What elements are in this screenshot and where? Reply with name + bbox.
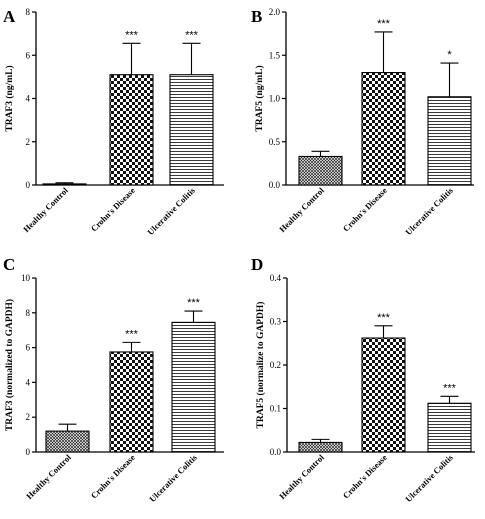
category-label: Healthy Control: [277, 452, 326, 501]
category-label: Crohn's Disease: [89, 185, 137, 233]
y-tick-label: 2: [26, 412, 31, 422]
category-label: Healthy Control: [21, 185, 70, 234]
significance-label: ***: [443, 382, 457, 394]
chart-panel-b: B 0.0 0.5 1.0 1.5 2.0 TRAF5 (ng/mL) Healthy Con…: [251, 7, 474, 237]
bar: [109, 74, 154, 186]
significance-label: ***: [125, 328, 139, 340]
y-tick-label: 0.4: [270, 273, 282, 283]
bar: [298, 441, 343, 453]
chart-panel-c: C 0 2 4 6 8 10 TRAF3 (normalized to GAPDH) Healt…: [3, 255, 224, 504]
y-axis-title: TRAF5 (normalize to GAPDH): [255, 302, 266, 429]
y-tick-label: 0.0: [270, 447, 282, 457]
panel-label: C: [3, 255, 15, 274]
significance-label: *: [447, 49, 452, 61]
y-tick-label: 6: [26, 50, 31, 60]
y-tick-label: 0.0: [269, 180, 281, 190]
panel-label: A: [3, 7, 16, 26]
significance-label: ***: [377, 312, 391, 324]
chart-panel-a: A 0 2 4 6 8 TRAF3 (ng/mL) Healthy Control *** Cro…: [3, 7, 224, 237]
panels: A 0 2 4 6 8 TRAF3 (ng/mL) Healthy Control *** Cro…: [3, 7, 475, 504]
bar: [298, 155, 343, 186]
y-tick-label: 8: [26, 7, 31, 17]
category-label: Ulcerative Colitis: [403, 185, 455, 237]
category-label: Crohn's Disease: [341, 185, 389, 233]
panel-label: B: [251, 7, 262, 26]
y-tick-label: 0.2: [270, 360, 281, 370]
category-label: Ulcerative Colitis: [145, 185, 197, 237]
y-tick-label: 0.3: [270, 317, 282, 327]
bar: [361, 72, 406, 186]
significance-label: ***: [125, 29, 139, 41]
significance-label: ***: [377, 18, 391, 30]
bar: [427, 402, 472, 453]
chart-panel-d: D 0.0 0.1 0.2 0.3 0.4 TRAF5 (normalize to GAPD…: [251, 255, 475, 504]
y-axis-title: TRAF3 (ng/mL): [4, 65, 15, 131]
bar: [45, 430, 90, 453]
bar: [42, 183, 87, 186]
y-tick-label: 2: [26, 137, 31, 147]
category-label: Healthy Control: [277, 185, 326, 234]
bar: [427, 96, 472, 186]
bar: [169, 74, 214, 186]
y-axis-title: TRAF5 (ng/mL): [254, 65, 265, 131]
y-tick-label: 10: [21, 273, 31, 283]
y-tick-label: 8: [26, 308, 31, 318]
y-tick-label: 4: [26, 94, 31, 104]
y-tick-label: 0: [26, 180, 31, 190]
significance-label: ***: [187, 297, 201, 309]
bar: [171, 321, 216, 453]
category-label: Healthy Control: [24, 452, 73, 501]
y-tick-label: 4: [26, 377, 31, 387]
category-label: Crohn's Disease: [89, 452, 137, 500]
bar: [109, 351, 154, 453]
bar: [361, 337, 406, 453]
y-axis-title: TRAF3 (normalized to GAPDH): [4, 299, 15, 431]
category-label: Ulcerative Colitis: [403, 452, 455, 504]
y-tick-label: 1.0: [269, 94, 281, 104]
y-tick-label: 0: [26, 447, 31, 457]
y-tick-label: 0.5: [269, 137, 281, 147]
significance-label: ***: [185, 29, 199, 41]
category-label: Ulcerative Colitis: [147, 452, 199, 504]
y-tick-label: 0.1: [270, 404, 281, 414]
category-label: Crohn's Disease: [341, 452, 389, 500]
panel-label: D: [251, 255, 263, 274]
y-tick-label: 1.5: [269, 50, 281, 60]
y-tick-label: 2.0: [269, 7, 281, 17]
y-tick-label: 6: [26, 343, 31, 353]
